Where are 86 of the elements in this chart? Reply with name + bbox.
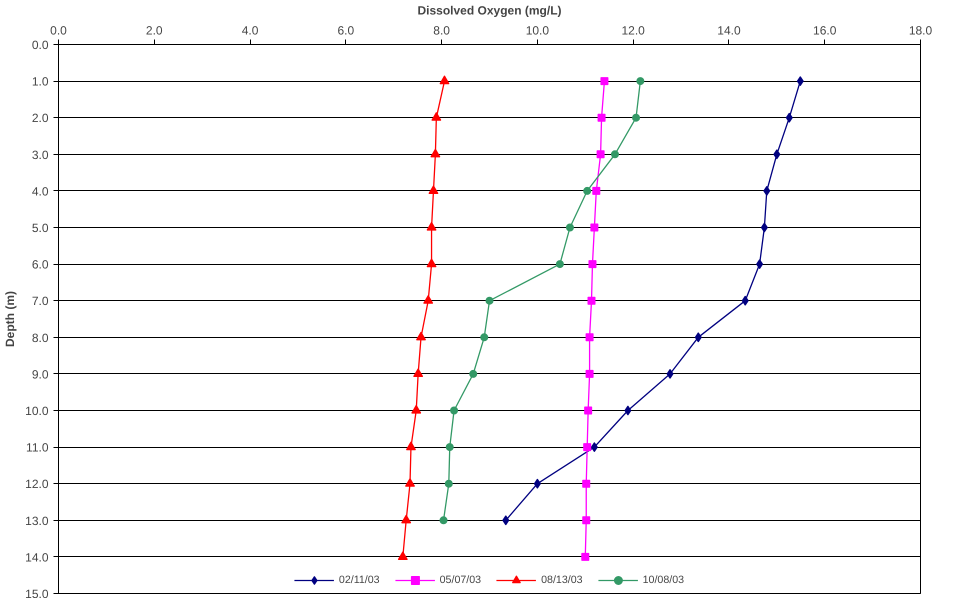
y-tick-label: 3.0 bbox=[32, 148, 49, 162]
point bbox=[773, 149, 780, 160]
x-tick-label: 0.0 bbox=[50, 24, 68, 38]
point bbox=[582, 480, 590, 488]
point bbox=[426, 258, 437, 268]
y-tick-label: 15.0 bbox=[25, 587, 49, 601]
point bbox=[423, 295, 434, 304]
point bbox=[760, 222, 768, 232]
point bbox=[588, 260, 596, 268]
point bbox=[636, 77, 644, 86]
y-tick-label: 5.0 bbox=[32, 221, 49, 235]
point bbox=[582, 516, 590, 524]
point bbox=[581, 552, 590, 561]
y-axis-title: Depth (m) bbox=[3, 290, 18, 347]
x-tick-label: 4.0 bbox=[242, 24, 259, 38]
y-tick-label: 9.0 bbox=[32, 367, 49, 382]
point bbox=[444, 480, 453, 488]
point bbox=[534, 478, 541, 489]
x-tick-label: 14.0 bbox=[717, 24, 741, 38]
y-tick-label: 10.0 bbox=[25, 404, 49, 418]
x-tick-label: 12.0 bbox=[621, 24, 646, 38]
point bbox=[586, 333, 594, 342]
point bbox=[566, 224, 574, 232]
legend-label: 05/07/03 bbox=[440, 574, 482, 586]
point bbox=[583, 443, 592, 452]
legend-label: 08/13/03 bbox=[541, 574, 583, 586]
point bbox=[556, 260, 564, 268]
point bbox=[430, 148, 440, 158]
point bbox=[446, 443, 454, 452]
point bbox=[416, 332, 426, 340]
y-tick-label: 14.0 bbox=[25, 550, 49, 564]
point bbox=[486, 296, 494, 305]
point bbox=[426, 222, 437, 231]
x-tick-label: 18.0 bbox=[908, 24, 933, 38]
point bbox=[796, 76, 804, 86]
y-tick-label: 13.0 bbox=[25, 514, 49, 528]
y-tick-label: 6.0 bbox=[32, 258, 49, 272]
y-tick-label: 12.0 bbox=[25, 477, 49, 492]
point bbox=[596, 150, 605, 158]
legend-label: 10/08/03 bbox=[642, 574, 684, 586]
point bbox=[588, 296, 596, 305]
point bbox=[590, 442, 598, 452]
point bbox=[592, 186, 600, 195]
y-tick-label: 7.0 bbox=[32, 294, 49, 308]
point bbox=[666, 368, 674, 379]
y-tick-label: 11.0 bbox=[26, 440, 49, 455]
point bbox=[786, 112, 793, 123]
point bbox=[583, 186, 592, 195]
y-tick-label: 8.0 bbox=[32, 330, 49, 345]
point bbox=[586, 370, 594, 378]
point bbox=[584, 406, 592, 414]
x-tick-label: 16.0 bbox=[813, 24, 837, 38]
point bbox=[431, 112, 442, 121]
point bbox=[411, 404, 422, 414]
point bbox=[632, 114, 640, 122]
point bbox=[450, 406, 458, 414]
legend-label: 02/11/03 bbox=[338, 574, 380, 586]
point bbox=[502, 515, 510, 526]
x-axis-title: Dissolved Oxygen (mg/L) bbox=[417, 4, 562, 18]
point bbox=[624, 406, 632, 416]
point bbox=[600, 77, 608, 86]
point bbox=[428, 185, 438, 194]
point bbox=[439, 75, 450, 84]
point bbox=[763, 186, 770, 196]
point bbox=[756, 259, 764, 270]
x-tick-label: 10.0 bbox=[526, 24, 550, 38]
y-tick-label: 2.0 bbox=[32, 111, 49, 126]
point bbox=[413, 368, 424, 377]
point bbox=[405, 478, 416, 487]
point bbox=[694, 332, 702, 342]
point bbox=[590, 224, 598, 232]
point bbox=[480, 333, 488, 342]
point bbox=[469, 370, 478, 378]
point bbox=[610, 150, 619, 158]
y-tick-label: 4.0 bbox=[32, 184, 49, 198]
y-tick-label: 1.0 bbox=[32, 74, 49, 89]
point bbox=[598, 114, 606, 122]
point bbox=[742, 296, 749, 306]
x-tick-label: 2.0 bbox=[146, 24, 163, 38]
point bbox=[440, 516, 448, 524]
point bbox=[406, 441, 416, 450]
x-tick-label: 8.0 bbox=[433, 24, 450, 38]
point bbox=[401, 514, 412, 524]
y-tick-label: 0.0 bbox=[32, 38, 49, 52]
point bbox=[398, 551, 408, 560]
x-tick-label: 6.0 bbox=[337, 24, 354, 38]
